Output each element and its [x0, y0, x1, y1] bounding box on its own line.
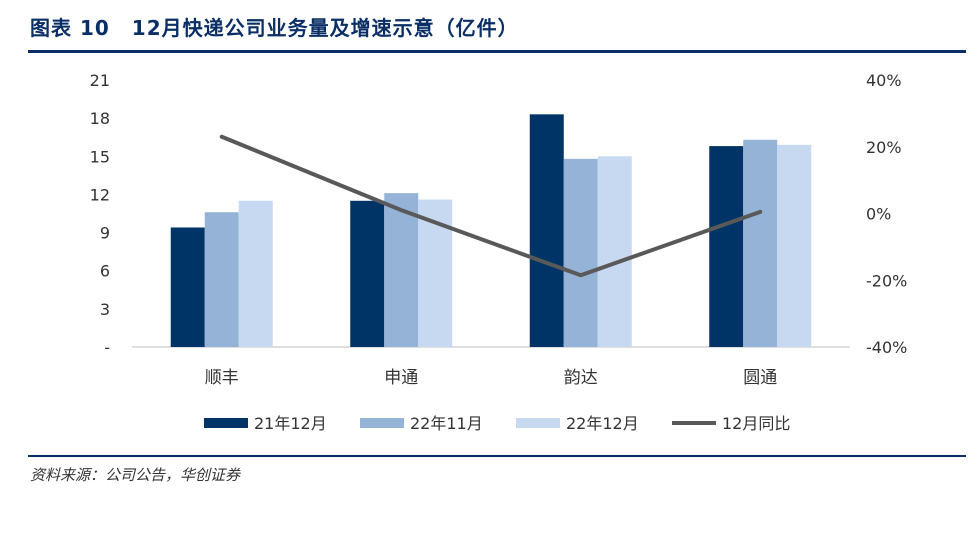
x-tick-label: 韵达	[564, 368, 598, 388]
y-left-tick-label: 18	[90, 109, 110, 128]
bar	[350, 200, 385, 347]
source-note: 资料来源：公司公告，华创证券	[30, 466, 241, 484]
title-rule	[28, 50, 966, 53]
y-left-tick-label: 6	[100, 262, 110, 281]
bar	[170, 227, 205, 347]
bar	[597, 156, 632, 347]
legend-label: 21年12月	[254, 414, 327, 433]
bar	[709, 146, 744, 347]
legend-swatch	[204, 418, 248, 428]
y-left-tick-label: -	[104, 338, 110, 357]
figure-title-text: 12月快递公司业务量及增速示意（亿件）	[131, 16, 519, 40]
y-left-tick-label: 15	[90, 147, 110, 166]
y-right-tick-label: -40%	[866, 338, 907, 357]
legend-label: 22年12月	[566, 414, 639, 433]
y-left-tick-label: 21	[90, 71, 110, 90]
y-right-tick-label: 20%	[866, 138, 902, 157]
figure-title: 图表 10 12月快递公司业务量及增速示意（亿件）	[30, 12, 519, 41]
x-tick-label: 圆通	[743, 368, 777, 388]
footer-rule	[28, 455, 966, 457]
y-left-tick-label: 9	[100, 224, 110, 243]
bar	[777, 144, 812, 347]
x-tick-label: 申通	[384, 368, 418, 388]
bar	[384, 193, 419, 347]
bar	[238, 200, 273, 347]
bar	[743, 139, 778, 347]
y-right-tick-label: 40%	[866, 71, 902, 90]
bar	[563, 158, 598, 347]
legend-label: 12月同比	[722, 414, 790, 433]
bar	[529, 114, 564, 347]
y-right-tick-label: 0%	[866, 205, 891, 224]
x-tick-label: 顺丰	[205, 368, 239, 388]
bar	[204, 212, 239, 347]
y-left-tick-label: 3	[100, 300, 110, 319]
y-left-tick-label: 12	[90, 185, 110, 204]
legend-label: 22年11月	[410, 414, 483, 433]
legend-swatch	[516, 418, 560, 428]
legend-swatch	[360, 418, 404, 428]
y-right-tick-label: -20%	[866, 271, 907, 290]
yoy-growth-line	[219, 134, 763, 278]
figure-number: 图表 10	[30, 16, 110, 40]
